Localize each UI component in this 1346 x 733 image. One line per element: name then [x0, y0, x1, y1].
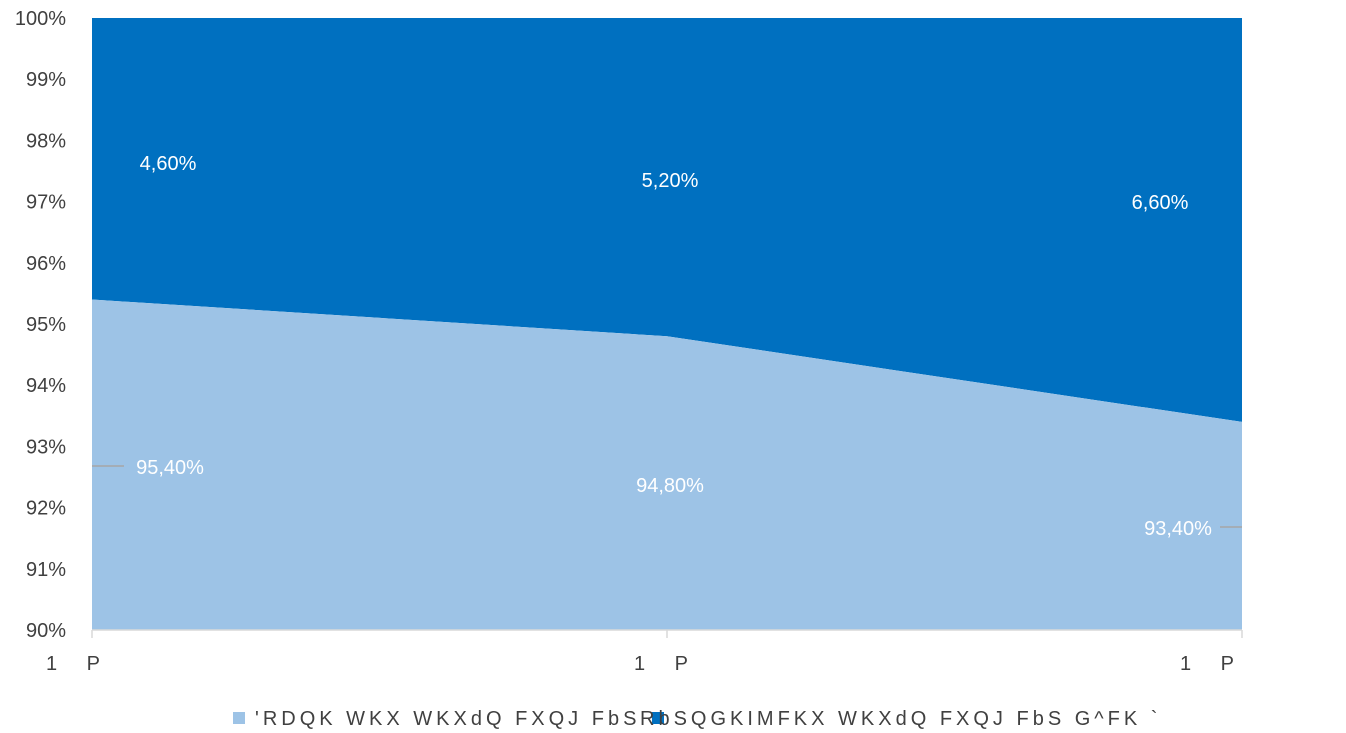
y-tick-label: 90% — [26, 620, 66, 642]
data-label-series-1: 95,40% — [136, 457, 204, 479]
x-tick-label: 1 P — [46, 653, 112, 675]
y-tick-label: 95% — [26, 314, 66, 336]
legend-label-series-1: 'RDQK WKX WKXdQ FXQJ FbS — [255, 708, 640, 730]
x-tick-label: 1 P — [1180, 653, 1246, 675]
y-tick-label: 92% — [26, 498, 66, 520]
leader-lines — [92, 465, 1242, 528]
data-label-series-1: 93,40% — [1144, 518, 1212, 540]
data-label-series-2: 5,20% — [642, 170, 699, 192]
area-series-1 — [92, 299, 1242, 630]
y-tick-label: 94% — [26, 375, 66, 397]
y-tick-label: 91% — [26, 559, 66, 581]
y-tick-label: 100% — [15, 8, 66, 30]
area-layer — [92, 18, 1242, 630]
y-tick-label: 96% — [26, 253, 66, 275]
data-labels: 4,60% 5,20% 6,60% 95,40% 94,80% 93,40% — [136, 153, 1212, 540]
y-tick-label: 98% — [26, 130, 66, 152]
area-series-2 — [92, 18, 1242, 422]
y-tick-labels: 90% 91% 92% 93% 94% 95% 96% 97% 98% 99% 100% — [15, 8, 66, 642]
data-label-series-2: 4,60% — [140, 153, 197, 175]
x-tick-label: 1 P — [634, 653, 700, 675]
x-tick-labels: 1 P 1 P 1 P — [46, 653, 1246, 675]
legend: 'RDQK WKX WKXdQ FXQJ FbS RbSQGKIMFKX WKXd… — [233, 708, 1161, 730]
data-label-series-1: 94,80% — [636, 475, 704, 497]
legend-swatch-series-2 — [652, 712, 664, 724]
data-label-series-2: 6,60% — [1132, 192, 1189, 214]
axes — [91, 629, 1243, 638]
y-tick-label: 97% — [26, 192, 66, 214]
y-tick-label: 93% — [26, 436, 66, 458]
legend-label-series-2: RbSQGKIMFKX WKXdQ FXQJ FbS G^FK ` — [640, 708, 1161, 730]
y-tick-label: 99% — [26, 69, 66, 91]
legend-swatch-series-1 — [233, 712, 245, 724]
